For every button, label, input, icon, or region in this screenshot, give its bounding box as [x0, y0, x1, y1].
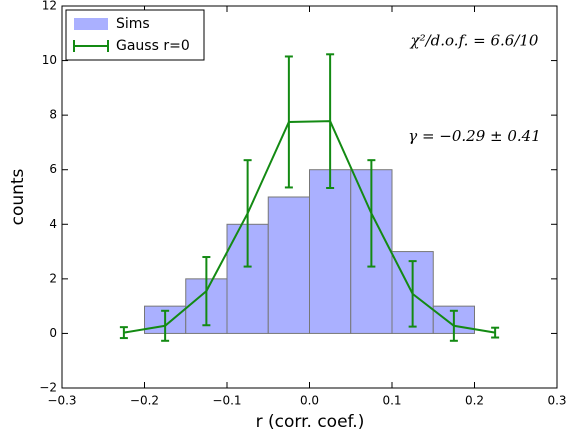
error-bar	[161, 309, 170, 342]
y-tick-label: 10	[42, 53, 57, 67]
x-tick-label: −0.3	[47, 394, 76, 408]
legend-label: Sims	[116, 16, 150, 32]
annotation: γ = −0.29 ± 0.41	[408, 127, 541, 145]
legend-label: Gauss r=0	[116, 38, 190, 54]
error-bar	[243, 159, 252, 268]
legend-box	[65, 9, 205, 61]
error-bar	[491, 326, 500, 339]
x-tick-label: 0.1	[382, 394, 401, 408]
y-tick-label: 2	[49, 271, 57, 285]
y-tick-label: 6	[49, 162, 57, 176]
x-tick-label: 0.0	[300, 394, 319, 408]
histogram-bar	[309, 169, 352, 334]
x-tick-label: 0.2	[465, 394, 484, 408]
error-bar	[326, 53, 335, 189]
error-bar	[202, 256, 211, 327]
y-tick-label: 12	[42, 0, 57, 13]
y-tick-label: 8	[49, 108, 57, 122]
x-tick-label: −0.1	[212, 394, 241, 408]
error-bar	[367, 159, 376, 268]
error-bar	[449, 309, 458, 342]
legend-swatch	[73, 40, 109, 52]
y-axis-label: counts	[8, 168, 28, 225]
histogram-bar	[267, 196, 310, 334]
error-bar	[284, 55, 293, 189]
y-tick-label: 4	[49, 217, 57, 231]
annotation: χ²/d.o.f. = 6.6/10	[410, 31, 539, 49]
error-bar	[119, 326, 128, 340]
series-line	[123, 120, 496, 334]
error-bar	[408, 260, 417, 328]
y-tick-label: 0	[49, 326, 57, 340]
x-tick-label: −0.2	[130, 394, 159, 408]
y-tick-label: −2	[39, 381, 57, 395]
x-tick-label: 0.3	[547, 394, 566, 408]
legend-swatch	[74, 18, 108, 30]
x-axis-label: r (corr. coef.)	[256, 412, 365, 432]
